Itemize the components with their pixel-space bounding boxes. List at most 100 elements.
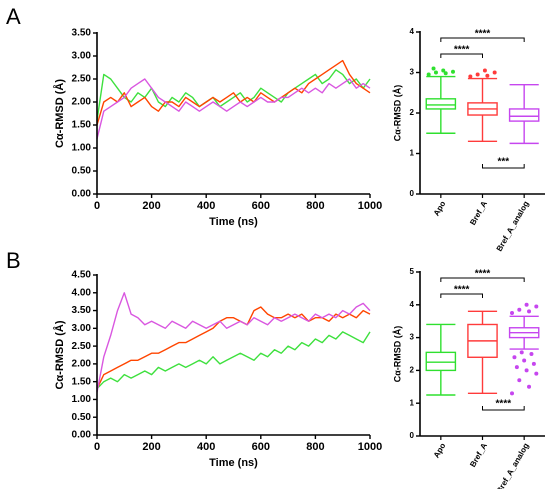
y-tick-label: 3.50 — [72, 28, 92, 39]
outlier — [492, 70, 497, 75]
outlier — [529, 352, 534, 356]
x-tick-label: 1000 — [358, 200, 382, 212]
y-tick-label: 1 — [410, 398, 415, 407]
outlier — [514, 365, 519, 370]
box — [508, 108, 540, 122]
x-tick-label: 600 — [252, 441, 270, 453]
significance-label: *** — [497, 157, 509, 168]
y-tick-label: 0.00 — [72, 430, 92, 441]
significance-label: **** — [475, 29, 491, 40]
outlier — [534, 371, 539, 376]
outlier — [475, 72, 480, 77]
significance-bracket — [482, 406, 525, 411]
outlier — [517, 378, 522, 383]
outlier — [527, 384, 532, 389]
y-tick-label: 0.50 — [72, 412, 92, 423]
x-tick-label: 400 — [197, 200, 215, 212]
y-tick-label: 1.00 — [72, 394, 92, 405]
significance-bracket — [440, 277, 525, 282]
y-tick-label: 4.00 — [72, 287, 92, 298]
y-axis-label: Cα-RMSD (Å) — [53, 320, 66, 389]
significance-label: **** — [475, 269, 491, 280]
significance-label: **** — [454, 285, 470, 296]
significance-label: **** — [454, 45, 470, 56]
x-tick-label: 800 — [306, 441, 324, 453]
y-axis-label: Cα-RMSD (Å) — [392, 85, 402, 142]
x-tick-label: 0 — [94, 441, 100, 453]
outlier — [441, 68, 446, 73]
data-line — [96, 78, 371, 139]
outlier — [519, 350, 524, 355]
data-line — [96, 306, 371, 390]
x-tick-label: Bref_A — [468, 441, 489, 468]
outlier — [512, 355, 517, 360]
x-tick-label: 200 — [142, 441, 160, 453]
data-line — [96, 292, 371, 393]
outlier — [426, 72, 431, 77]
significance-label: **** — [496, 399, 512, 410]
y-tick-label: 3.00 — [72, 323, 92, 334]
y-tick-label: 3.50 — [72, 305, 92, 316]
box — [425, 351, 457, 372]
y-tick-label: 0 — [410, 431, 415, 440]
outlier — [524, 302, 529, 307]
x-tick-label: Bref_A_analog — [495, 199, 531, 252]
x-axis-label: Time (ns) — [209, 457, 258, 469]
y-tick-label: 4.50 — [72, 270, 92, 281]
data-line — [96, 331, 371, 390]
y-tick-label: 1.00 — [72, 143, 92, 154]
data-line — [96, 59, 371, 126]
x-tick-label: 600 — [252, 200, 270, 212]
y-axis-label: Cα-RMSD (Å) — [392, 326, 402, 383]
y-axis-label: Cα-RMSD (Å) — [53, 79, 66, 148]
y-tick-label: 5 — [410, 267, 415, 276]
y-tick-label: 0.50 — [72, 166, 92, 177]
significance-bracket — [440, 293, 483, 298]
significance-bracket — [440, 53, 483, 58]
y-tick-label: 3.00 — [72, 51, 92, 62]
x-tick-label: 1000 — [358, 441, 382, 453]
outlier — [522, 358, 527, 363]
significance-bracket — [482, 164, 525, 169]
outlier — [450, 69, 455, 74]
outlier — [443, 71, 448, 76]
outlier — [534, 304, 539, 309]
outlier — [527, 309, 532, 314]
y-tick-label: 2.00 — [72, 359, 92, 370]
outlier — [510, 391, 515, 396]
outlier — [517, 307, 522, 312]
outlier — [468, 74, 473, 79]
y-tick-label: 4 — [410, 27, 415, 36]
outlier — [431, 66, 436, 71]
x-tick-label: 800 — [306, 200, 324, 212]
y-tick-label: 2 — [410, 366, 415, 375]
panel-label: A — [6, 4, 21, 29]
y-tick-label: 1.50 — [72, 120, 92, 131]
y-tick-label: 3 — [410, 68, 415, 77]
x-tick-label: 400 — [197, 441, 215, 453]
outlier — [433, 70, 438, 75]
y-tick-label: 2.50 — [72, 341, 92, 352]
panel-label: B — [6, 248, 21, 273]
data-line — [96, 69, 371, 121]
y-tick-label: 1.50 — [72, 376, 92, 387]
x-tick-label: Apo — [432, 199, 448, 217]
significance-bracket — [440, 37, 525, 42]
y-tick-label: 3 — [410, 333, 415, 342]
x-tick-label: Bref_A_analog — [495, 441, 531, 489]
x-tick-label: 0 — [94, 200, 100, 212]
y-tick-label: 2.00 — [72, 97, 92, 108]
outlier — [531, 361, 536, 366]
box — [425, 98, 457, 110]
y-tick-label: 0.00 — [72, 189, 92, 200]
outlier — [485, 73, 490, 78]
y-tick-label: 1 — [410, 149, 415, 158]
y-tick-label: 2.50 — [72, 74, 92, 85]
x-tick-label: Bref_A — [468, 199, 489, 226]
y-tick-label: 4 — [410, 300, 415, 309]
outlier — [510, 311, 515, 315]
outlier — [482, 68, 487, 73]
y-tick-label: 2 — [410, 108, 415, 117]
x-tick-label: 200 — [142, 200, 160, 212]
